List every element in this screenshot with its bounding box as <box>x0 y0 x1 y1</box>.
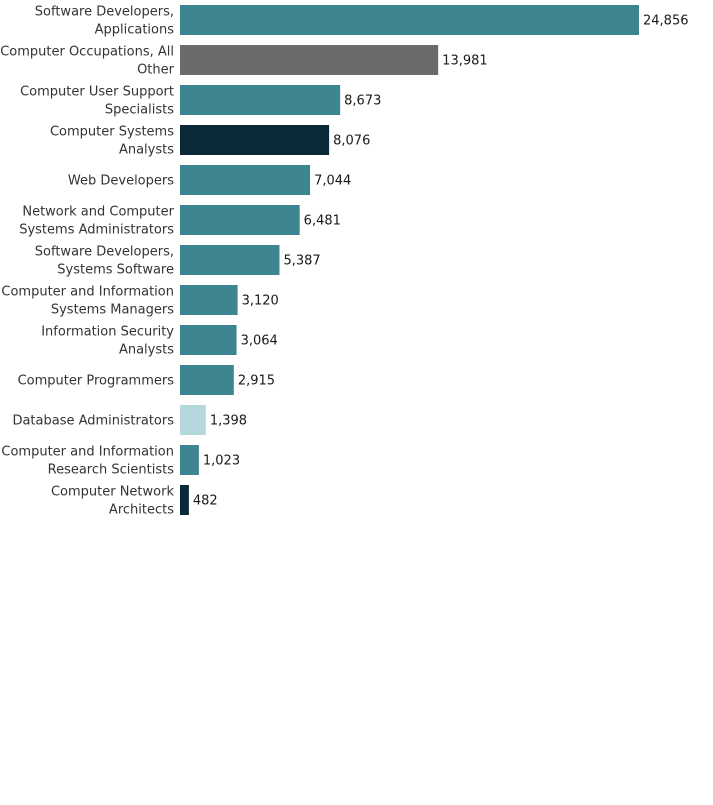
bar-row: 5,387 Software Developers, Systems Softwar… <box>35 245 321 278</box>
bar[interactable] <box>180 285 238 315</box>
category-label-line: Systems Administrators <box>19 223 174 238</box>
bar[interactable] <box>180 245 280 275</box>
category-label-line: Computer Programmers <box>18 374 175 389</box>
category-label-line: Network and Computer <box>22 205 174 220</box>
category-label-line: Computer Systems <box>50 125 174 140</box>
category-label: Software Developers, Systems Software <box>35 245 174 278</box>
category-label-line: Computer and Information <box>1 445 174 460</box>
category-label-line: Information Security <box>41 325 174 340</box>
category-label: Information Security Analysts <box>41 325 174 358</box>
bar-row: 13,981 Computer Occupations, All Other <box>0 45 487 78</box>
bar-value-label: 8,673 <box>344 94 381 109</box>
bar-value-label: 5,387 <box>283 254 320 269</box>
bar-value-label: 1,398 <box>210 414 247 429</box>
bar[interactable] <box>180 445 199 475</box>
category-label-line: Applications <box>95 23 175 38</box>
category-label: Computer and Information Systems Managers <box>1 285 174 318</box>
category-label-line: Systems Managers <box>51 303 174 318</box>
category-label-line: Analysts <box>119 343 174 358</box>
category-label: Computer User Support Specialists <box>20 85 174 118</box>
category-label-line: Computer Network <box>51 485 175 500</box>
category-label-line: Analysts <box>119 143 174 158</box>
bar-row: 8,673 Computer User Support Specialists <box>20 85 381 118</box>
bar-value-label: 8,076 <box>333 134 370 149</box>
category-label-line: Software Developers, <box>35 5 174 20</box>
category-label: Computer Network Architects <box>51 485 175 518</box>
bar[interactable] <box>180 5 639 35</box>
bar[interactable] <box>180 85 341 115</box>
category-label: Web Developers <box>68 174 174 189</box>
bar-value-label: 7,044 <box>314 174 351 189</box>
category-label-line: Computer and Information <box>1 285 174 300</box>
bar[interactable] <box>180 325 237 355</box>
bar[interactable] <box>180 365 234 395</box>
bar-row: 2,915 Computer Programmers <box>18 365 275 395</box>
bar-row: 1,023 Computer and Information Research Sc… <box>1 445 240 478</box>
category-label-line: Software Developers, <box>35 245 174 260</box>
category-label: Computer Occupations, All Other <box>0 45 174 78</box>
bar-row: 7,044 Web Developers <box>68 165 351 195</box>
category-label-line: Computer Occupations, All <box>0 45 174 60</box>
bar-row: 6,481 Network and Computer Systems Adminis… <box>19 205 341 238</box>
bar[interactable] <box>180 205 300 235</box>
bar[interactable] <box>180 405 206 435</box>
bar[interactable] <box>180 45 439 75</box>
category-label-line: Other <box>137 63 175 78</box>
bar-value-label: 3,120 <box>242 294 279 309</box>
category-label-line: Web Developers <box>68 174 174 189</box>
category-label: Computer Programmers <box>18 374 175 389</box>
bar-value-label: 2,915 <box>238 374 275 389</box>
category-label-line: Specialists <box>105 103 174 118</box>
category-label: Software Developers, Applications <box>35 5 174 38</box>
bar-value-label: 3,064 <box>241 334 278 349</box>
category-label-line: Systems Software <box>57 263 174 278</box>
category-label-line: Computer User Support <box>20 85 174 100</box>
bar-value-label: 13,981 <box>442 54 488 69</box>
bar-row: 8,076 Computer Systems Analysts <box>50 125 370 158</box>
bar-value-label: 1,023 <box>203 454 240 469</box>
bar-value-label: 6,481 <box>304 214 341 229</box>
bar-row: 1,398 Database Administrators <box>12 405 247 435</box>
bar-row: 3,064 Information Security Analysts <box>41 325 278 358</box>
category-label: Network and Computer Systems Administrato… <box>19 205 174 238</box>
bar-row: 482 Computer Network Architects <box>51 485 218 518</box>
bar-value-label: 24,856 <box>643 14 689 29</box>
category-label: Computer and Information Research Scienti… <box>1 445 174 478</box>
bar[interactable] <box>180 165 311 195</box>
category-label: Computer Systems Analysts <box>50 125 174 158</box>
bar[interactable] <box>180 485 189 515</box>
category-label-line: Research Scientists <box>48 463 175 478</box>
bar-row: 3,120 Computer and Information Systems Man… <box>1 285 278 318</box>
bar-row: 24,856 Software Developers, Applications <box>35 5 689 38</box>
category-label-line: Database Administrators <box>12 414 174 429</box>
category-label-line: Architects <box>109 503 174 518</box>
bar[interactable] <box>180 125 330 155</box>
bar-value-label: 482 <box>193 494 218 509</box>
category-label: Database Administrators <box>12 414 174 429</box>
